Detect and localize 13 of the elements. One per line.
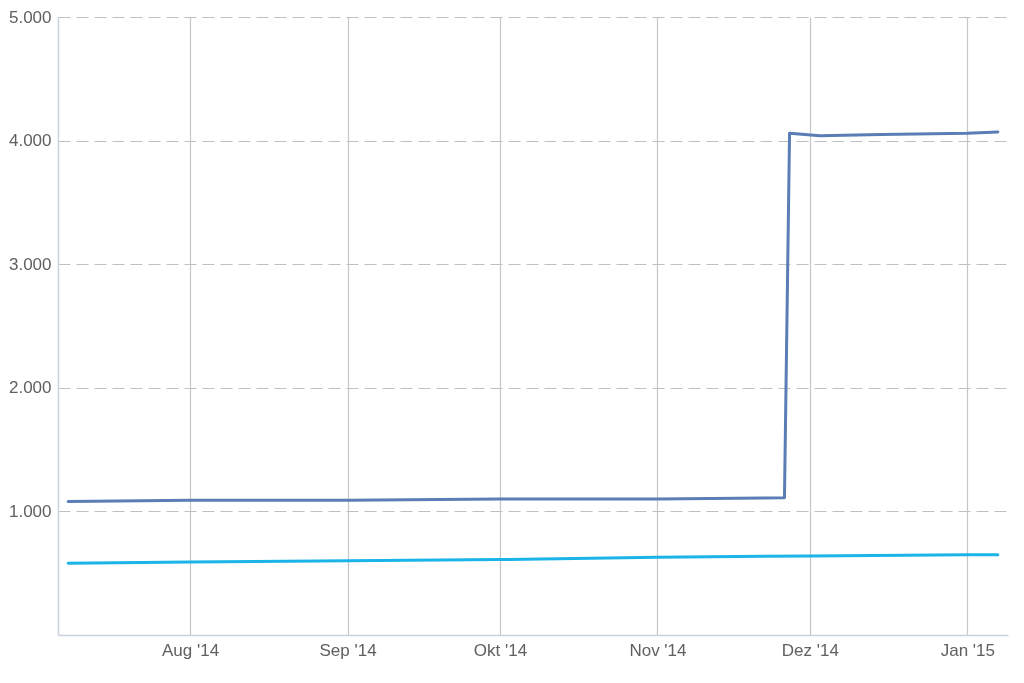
y-tick-label: 2.000 — [8, 378, 52, 398]
y-tick-label: 3.000 — [8, 254, 52, 274]
x-tick-label: Aug '14 — [162, 640, 220, 660]
x-tick-label: Nov '14 — [629, 640, 687, 660]
x-tick-label: Okt '14 — [473, 640, 528, 660]
y-tick-label: 5.000 — [8, 7, 52, 27]
x-tick-label: Jan '15 — [940, 640, 996, 660]
line-series — [66, 130, 1000, 504]
x-tick-label: Sep '14 — [319, 640, 377, 660]
y-tick-label: 4.000 — [8, 131, 52, 151]
line-series — [66, 553, 1000, 565]
y-tick-label: 1.000 — [8, 501, 52, 521]
x-tick-label: Dez '14 — [781, 640, 839, 660]
